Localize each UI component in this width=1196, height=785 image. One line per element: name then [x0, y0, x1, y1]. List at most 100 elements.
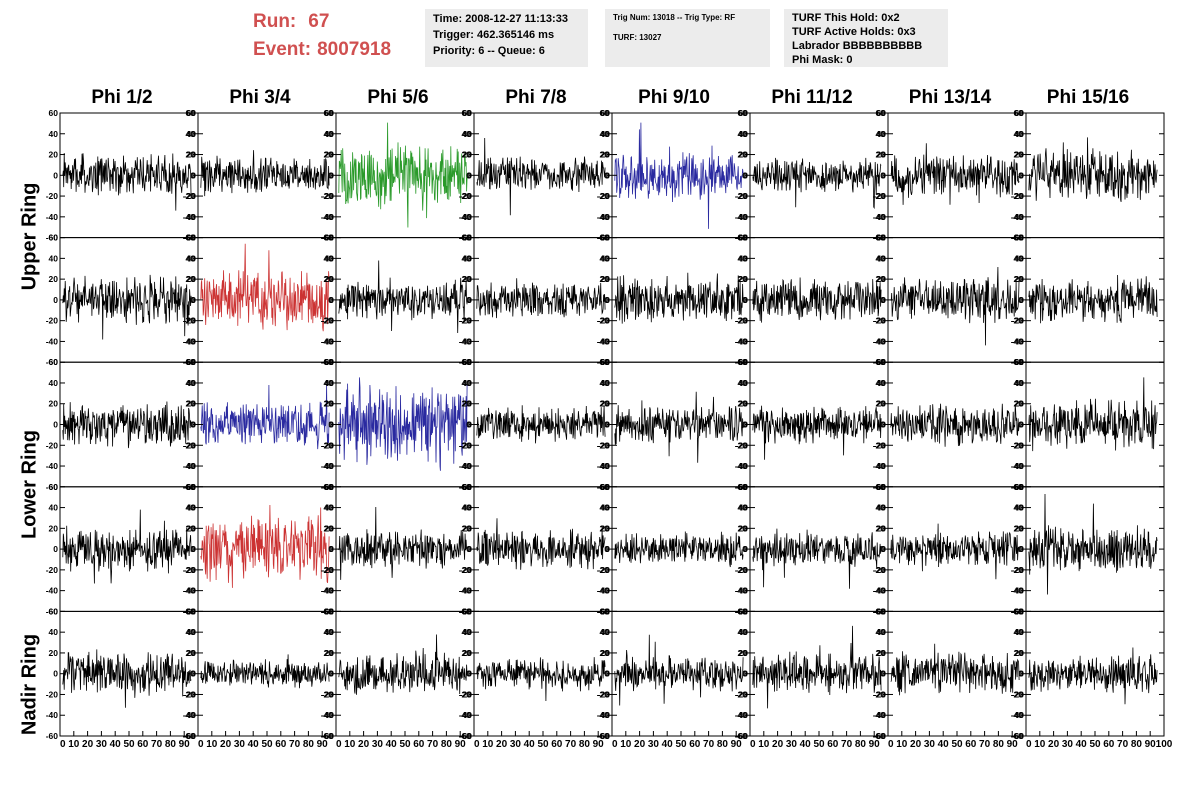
y-tick-label: 40	[1014, 627, 1024, 637]
y-tick-label: -40	[736, 586, 749, 596]
y-tick-label: 40	[462, 503, 472, 513]
run-label: Run: 67	[253, 11, 329, 33]
y-tick-label: 0	[466, 420, 471, 430]
y-tick-label: -40	[321, 710, 334, 720]
event-label: Event: 8007918	[253, 39, 391, 61]
y-tick-label: 20	[1014, 648, 1024, 658]
x-tick-label: 70	[565, 739, 577, 750]
y-tick-label: 40	[325, 378, 335, 388]
y-tick-label: 0	[53, 295, 58, 305]
y-tick-label: 0	[329, 295, 334, 305]
waveform-line	[752, 157, 882, 210]
y-tick-label: 0	[191, 669, 196, 679]
y-tick-label: 0	[191, 544, 196, 554]
y-tick-label: 0	[1018, 669, 1023, 679]
y-tick-label: 60	[738, 606, 748, 616]
y-tick-label: -20	[874, 316, 887, 326]
y-tick-label: -20	[598, 191, 611, 201]
y-tick-label: 40	[877, 378, 887, 388]
x-tick-label: 0	[750, 739, 756, 750]
y-tick-label: 60	[324, 482, 334, 492]
x-tick-label: 30	[96, 739, 108, 750]
waveform-line	[614, 122, 744, 229]
x-tick-label: 90	[455, 739, 467, 750]
waveform-line	[890, 266, 1020, 346]
y-tick-label: -20	[598, 565, 611, 575]
y-tick-label: 0	[329, 669, 334, 679]
y-tick-label: -20	[597, 689, 610, 699]
y-tick-label: -40	[597, 212, 610, 222]
y-tick-label: 20	[325, 523, 335, 533]
y-tick-label: 0	[880, 544, 885, 554]
y-tick-label: 60	[739, 482, 749, 492]
y-tick-label: -40	[1012, 586, 1025, 596]
y-tick-label: -60	[598, 731, 611, 741]
waveform-line	[1028, 137, 1158, 202]
y-tick-label: 0	[467, 295, 472, 305]
x-tick-label: 80	[855, 739, 867, 750]
y-tick-label: -20	[874, 565, 887, 575]
y-tick-label: -20	[598, 316, 611, 326]
y-tick-label: 40	[186, 627, 196, 637]
y-tick-label: 0	[328, 669, 333, 679]
y-tick-label: 20	[877, 150, 887, 160]
y-tick-label: -20	[322, 316, 335, 326]
y-tick-label: -20	[873, 316, 886, 326]
y-tick-label: 0	[191, 295, 196, 305]
y-tick-label: 20	[463, 274, 473, 284]
turf-active-text: TURF Active Holds: 0x3	[792, 26, 916, 38]
waveform-line	[476, 657, 606, 702]
y-tick-label: -20	[1011, 191, 1024, 201]
y-tick-label: 20	[877, 648, 887, 658]
y-tick-label: -40	[1012, 710, 1025, 720]
y-tick-label: 20	[877, 399, 887, 409]
y-tick-label: 40	[1015, 378, 1025, 388]
y-tick-label: 0	[742, 170, 747, 180]
y-tick-label: 60	[600, 357, 610, 367]
y-tick-label: -40	[459, 710, 472, 720]
x-tick-label: 20	[358, 739, 370, 750]
y-tick-label: 20	[601, 648, 611, 658]
y-tick-label: 20	[324, 523, 334, 533]
y-tick-label: 40	[739, 129, 749, 139]
y-tick-label: 40	[600, 503, 610, 513]
y-tick-label: -20	[46, 689, 59, 699]
y-tick-label: 20	[739, 274, 749, 284]
y-tick-label: 60	[462, 606, 472, 616]
y-tick-label: -40	[460, 336, 473, 346]
y-tick-label: 60	[325, 482, 335, 492]
y-tick-label: -20	[736, 565, 749, 575]
y-tick-label: 20	[601, 150, 611, 160]
x-tick-label: 30	[924, 739, 936, 750]
x-tick-label: 90	[317, 739, 329, 750]
y-tick-label: 60	[877, 357, 887, 367]
y-tick-label: 40	[738, 253, 748, 263]
y-tick-label: -40	[873, 212, 886, 222]
y-tick-label: -20	[873, 689, 886, 699]
y-tick-label: 0	[190, 669, 195, 679]
y-tick-label: -20	[735, 565, 748, 575]
y-tick-label: 60	[325, 233, 335, 243]
y-tick-label: 0	[328, 544, 333, 554]
y-tick-label: 20	[600, 648, 610, 658]
column-header: Phi 15/16	[1046, 87, 1130, 108]
y-tick-label: 40	[739, 378, 749, 388]
y-tick-label: -40	[598, 461, 611, 471]
y-tick-label: 40	[876, 503, 886, 513]
waveform-line	[200, 504, 330, 588]
x-tick-label: 100	[1156, 739, 1173, 750]
waveform-line	[338, 260, 468, 334]
y-tick-label: 0	[1019, 295, 1024, 305]
y-tick-label: 40	[187, 627, 197, 637]
y-tick-label: -40	[460, 461, 473, 471]
waveform-line	[1028, 377, 1158, 452]
y-tick-label: -40	[874, 586, 887, 596]
y-tick-label: 20	[462, 648, 472, 658]
